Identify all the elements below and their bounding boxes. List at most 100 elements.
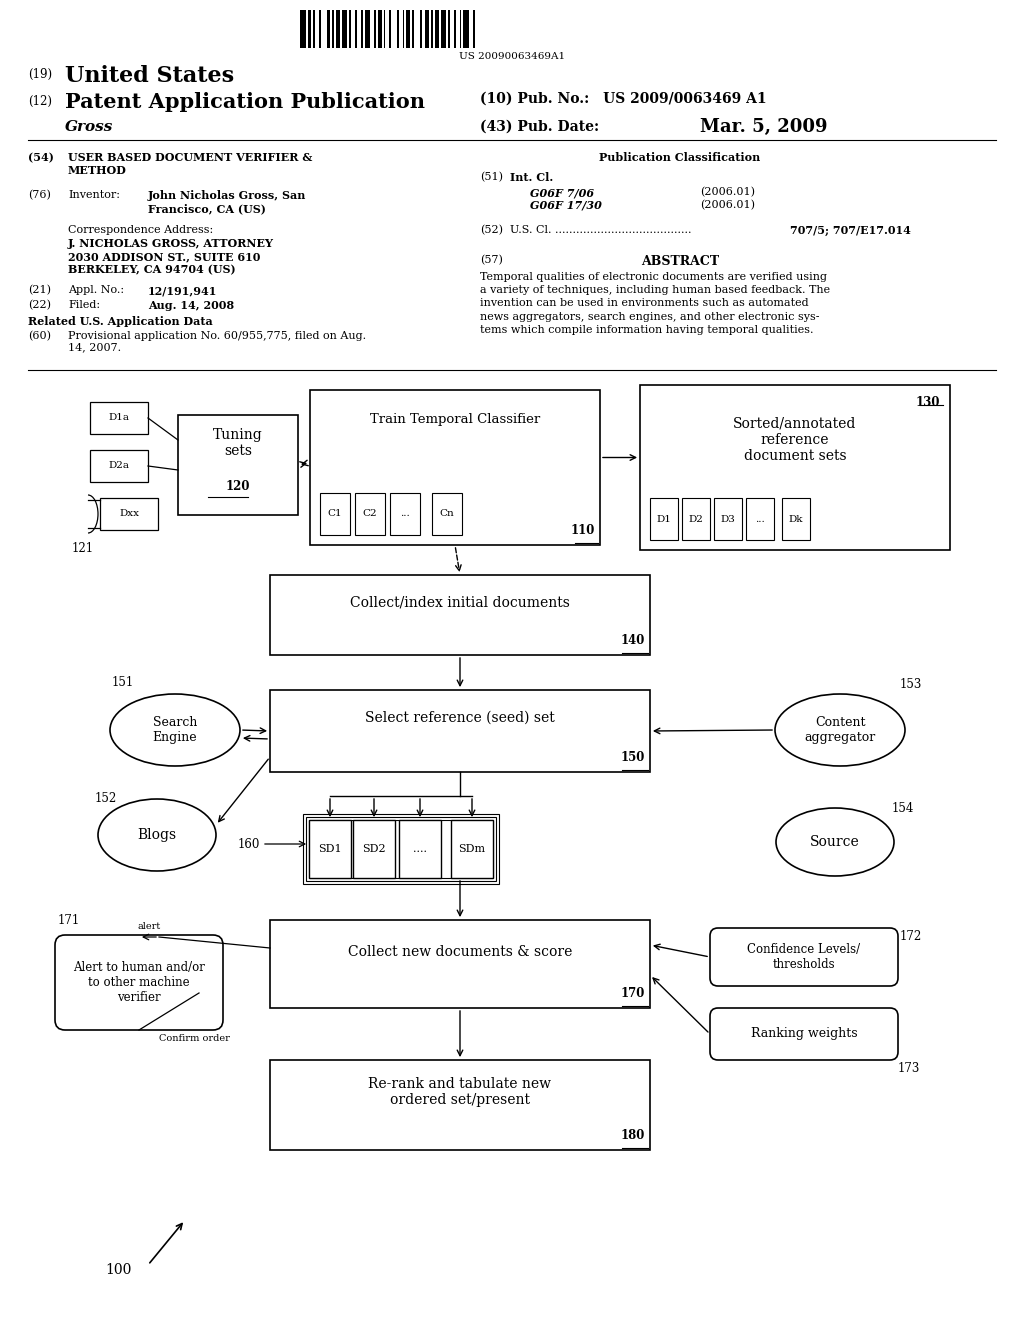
Text: (52): (52) <box>480 224 503 235</box>
Text: Source: Source <box>810 836 860 849</box>
Bar <box>309 820 493 878</box>
Text: BERKELEY, CA 94704 (US): BERKELEY, CA 94704 (US) <box>68 264 236 275</box>
Bar <box>355 492 385 535</box>
Bar <box>270 1060 650 1150</box>
Bar <box>327 11 331 48</box>
Text: USER BASED DOCUMENT VERIFIER &
METHOD: USER BASED DOCUMENT VERIFIER & METHOD <box>68 152 312 176</box>
Text: D2: D2 <box>688 515 703 524</box>
Text: 100: 100 <box>105 1263 131 1276</box>
Text: 707/5; 707/E17.014: 707/5; 707/E17.014 <box>790 224 911 236</box>
Bar <box>714 498 742 540</box>
Text: D2a: D2a <box>109 462 129 470</box>
Bar <box>306 817 496 880</box>
Ellipse shape <box>775 694 905 766</box>
Text: (51): (51) <box>480 172 503 182</box>
Bar <box>353 820 395 878</box>
Text: Alert to human and/or
to other machine
verifier: Alert to human and/or to other machine v… <box>73 961 205 1005</box>
Text: US 20090063469A1: US 20090063469A1 <box>459 51 565 61</box>
Ellipse shape <box>776 808 894 876</box>
Text: Ranking weights: Ranking weights <box>751 1027 857 1040</box>
Bar <box>420 11 422 48</box>
Text: Dxx: Dxx <box>119 510 139 519</box>
Text: (19): (19) <box>28 69 52 81</box>
Text: SD1: SD1 <box>318 843 342 854</box>
Bar <box>449 11 451 48</box>
Bar <box>460 11 462 48</box>
Text: (57): (57) <box>480 255 503 265</box>
Text: Collect new documents & score: Collect new documents & score <box>348 945 572 960</box>
Bar <box>390 492 420 535</box>
Text: Publication Classification: Publication Classification <box>599 152 761 162</box>
Ellipse shape <box>110 694 240 766</box>
Bar <box>178 414 298 515</box>
Text: Re-rank and tabulate new
ordered set/present: Re-rank and tabulate new ordered set/pre… <box>369 1077 552 1107</box>
Text: D1a: D1a <box>109 413 129 422</box>
Text: Search
Engine: Search Engine <box>153 715 198 744</box>
Bar <box>360 11 362 48</box>
Bar <box>384 11 385 48</box>
Text: 2030 ADDISON ST., SUITE 610: 2030 ADDISON ST., SUITE 610 <box>68 251 260 261</box>
Text: Gross: Gross <box>65 120 114 135</box>
Bar <box>336 11 340 48</box>
Bar <box>473 11 475 48</box>
Text: (12): (12) <box>28 95 52 108</box>
Text: 170: 170 <box>621 987 645 1001</box>
Text: Int. Cl.: Int. Cl. <box>510 172 553 183</box>
Text: D3: D3 <box>721 515 735 524</box>
Bar <box>90 450 148 482</box>
Text: Sorted/annotated
reference
document sets: Sorted/annotated reference document sets <box>733 417 857 463</box>
Bar <box>307 11 311 48</box>
Text: G06F 17/30: G06F 17/30 <box>530 201 602 211</box>
Text: 172: 172 <box>900 929 923 942</box>
Bar <box>365 11 371 48</box>
Bar <box>374 11 376 48</box>
Bar <box>454 11 456 48</box>
Text: Temporal qualities of electronic documents are verified using
a variety of techn: Temporal qualities of electronic documen… <box>480 272 830 335</box>
Text: (54): (54) <box>28 152 54 162</box>
FancyBboxPatch shape <box>55 935 223 1030</box>
Text: John Nicholas Gross, San
Francisco, CA (US): John Nicholas Gross, San Francisco, CA (… <box>148 190 306 214</box>
Bar <box>402 11 404 48</box>
Text: Train Temporal Classifier: Train Temporal Classifier <box>370 413 540 426</box>
Text: (21): (21) <box>28 285 51 296</box>
Text: alert: alert <box>137 921 161 931</box>
Bar <box>464 11 469 48</box>
Text: (76): (76) <box>28 190 51 201</box>
Text: Appl. No.:: Appl. No.: <box>68 285 124 294</box>
Bar <box>300 11 306 48</box>
Text: U.S. Cl. .......................................: U.S. Cl. ...............................… <box>510 224 691 235</box>
Text: Inventor:: Inventor: <box>68 190 120 201</box>
Text: Provisional application No. 60/955,775, filed on Aug.
14, 2007.: Provisional application No. 60/955,775, … <box>68 331 367 352</box>
Bar <box>355 11 357 48</box>
Text: 173: 173 <box>898 1063 921 1074</box>
Text: D1: D1 <box>656 515 672 524</box>
Bar <box>431 11 433 48</box>
Text: Select reference (seed) set: Select reference (seed) set <box>366 711 555 725</box>
Bar <box>270 690 650 772</box>
Bar <box>309 820 351 878</box>
Bar <box>349 11 351 48</box>
Text: (43) Pub. Date:: (43) Pub. Date: <box>480 120 599 135</box>
Text: G06F 7/06: G06F 7/06 <box>530 187 594 198</box>
Text: 171: 171 <box>58 913 80 927</box>
Text: 151: 151 <box>112 676 134 689</box>
Text: 153: 153 <box>900 678 923 692</box>
Text: Filed:: Filed: <box>68 300 100 310</box>
Bar <box>313 11 315 48</box>
Bar <box>270 920 650 1008</box>
Bar <box>100 498 158 531</box>
Bar <box>319 492 350 535</box>
Bar <box>451 820 493 878</box>
Text: 140: 140 <box>621 634 645 647</box>
Text: 130: 130 <box>915 396 940 409</box>
Bar <box>319 11 321 48</box>
Bar <box>90 403 148 434</box>
Text: 12/191,941: 12/191,941 <box>148 285 217 296</box>
Ellipse shape <box>98 799 216 871</box>
Text: (22): (22) <box>28 300 51 310</box>
Bar <box>640 385 950 550</box>
Bar <box>435 11 438 48</box>
Text: 160: 160 <box>238 837 260 850</box>
Text: C1: C1 <box>328 510 342 519</box>
Text: 150: 150 <box>621 751 645 764</box>
